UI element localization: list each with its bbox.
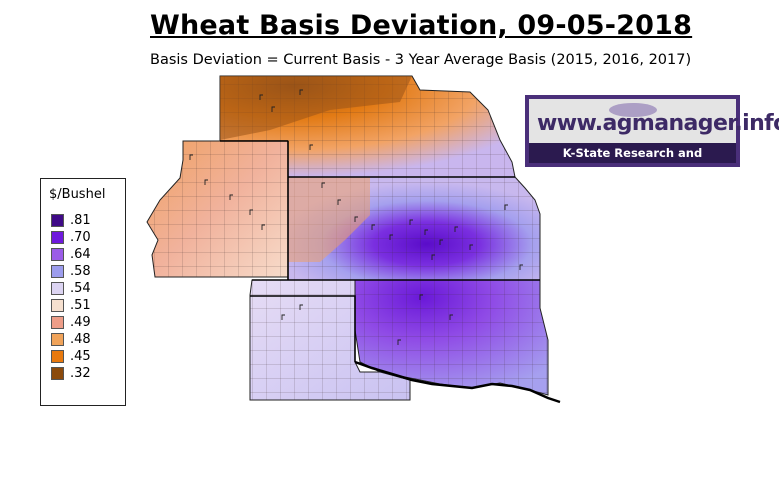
legend-item: .48 bbox=[51, 331, 91, 347]
legend-item: .49 bbox=[51, 314, 91, 330]
elevator-markers bbox=[189, 89, 523, 345]
legend-swatch bbox=[51, 366, 64, 380]
logo-org-text: K-State Research and Extension bbox=[529, 143, 736, 180]
legend-item: .64 bbox=[51, 246, 91, 262]
legend-item: .32 bbox=[51, 365, 91, 381]
logo-url-text: www.agmanager.info bbox=[537, 111, 779, 136]
legend-label: .81 bbox=[70, 212, 91, 228]
legend-label: .45 bbox=[70, 348, 91, 364]
legend-title: $/Bushel bbox=[49, 187, 106, 202]
legend-swatch bbox=[51, 247, 64, 261]
legend-item: .70 bbox=[51, 229, 91, 245]
red-river-boundary bbox=[354, 360, 561, 404]
legend-item: .54 bbox=[51, 280, 91, 296]
agmanager-logo[interactable]: www.agmanager.info K-State Research and … bbox=[525, 95, 779, 180]
legend-swatch bbox=[51, 332, 64, 346]
legend-label: .64 bbox=[70, 246, 91, 262]
map-subtitle: Basis Deviation = Current Basis - 3 Year… bbox=[150, 52, 692, 68]
legend-item: .45 bbox=[51, 348, 91, 364]
map-title: Wheat Basis Deviation, 09-05-2018 bbox=[150, 10, 693, 41]
legend-swatch bbox=[51, 264, 64, 278]
legend-label: .58 bbox=[70, 263, 91, 279]
legend-item: .58 bbox=[51, 263, 91, 279]
legend-swatch bbox=[51, 281, 64, 295]
legend-item: .51 bbox=[51, 297, 91, 313]
legend-label: .32 bbox=[70, 365, 91, 381]
legend-label: .70 bbox=[70, 229, 91, 245]
legend-label: .54 bbox=[70, 280, 91, 296]
wildcat-icon bbox=[609, 103, 657, 117]
legend-label: .48 bbox=[70, 331, 91, 347]
legend-swatch bbox=[51, 298, 64, 312]
legend-swatch bbox=[51, 230, 64, 244]
legend-swatch bbox=[51, 315, 64, 329]
legend-swatch bbox=[51, 349, 64, 363]
legend-label: .49 bbox=[70, 314, 91, 330]
legend-label: .51 bbox=[70, 297, 91, 313]
legend-item: .81 bbox=[51, 212, 91, 228]
legend: $/Bushel .81 .70 .64 .58 .54 .51 .49 .48… bbox=[40, 178, 126, 406]
legend-swatch bbox=[51, 213, 64, 227]
